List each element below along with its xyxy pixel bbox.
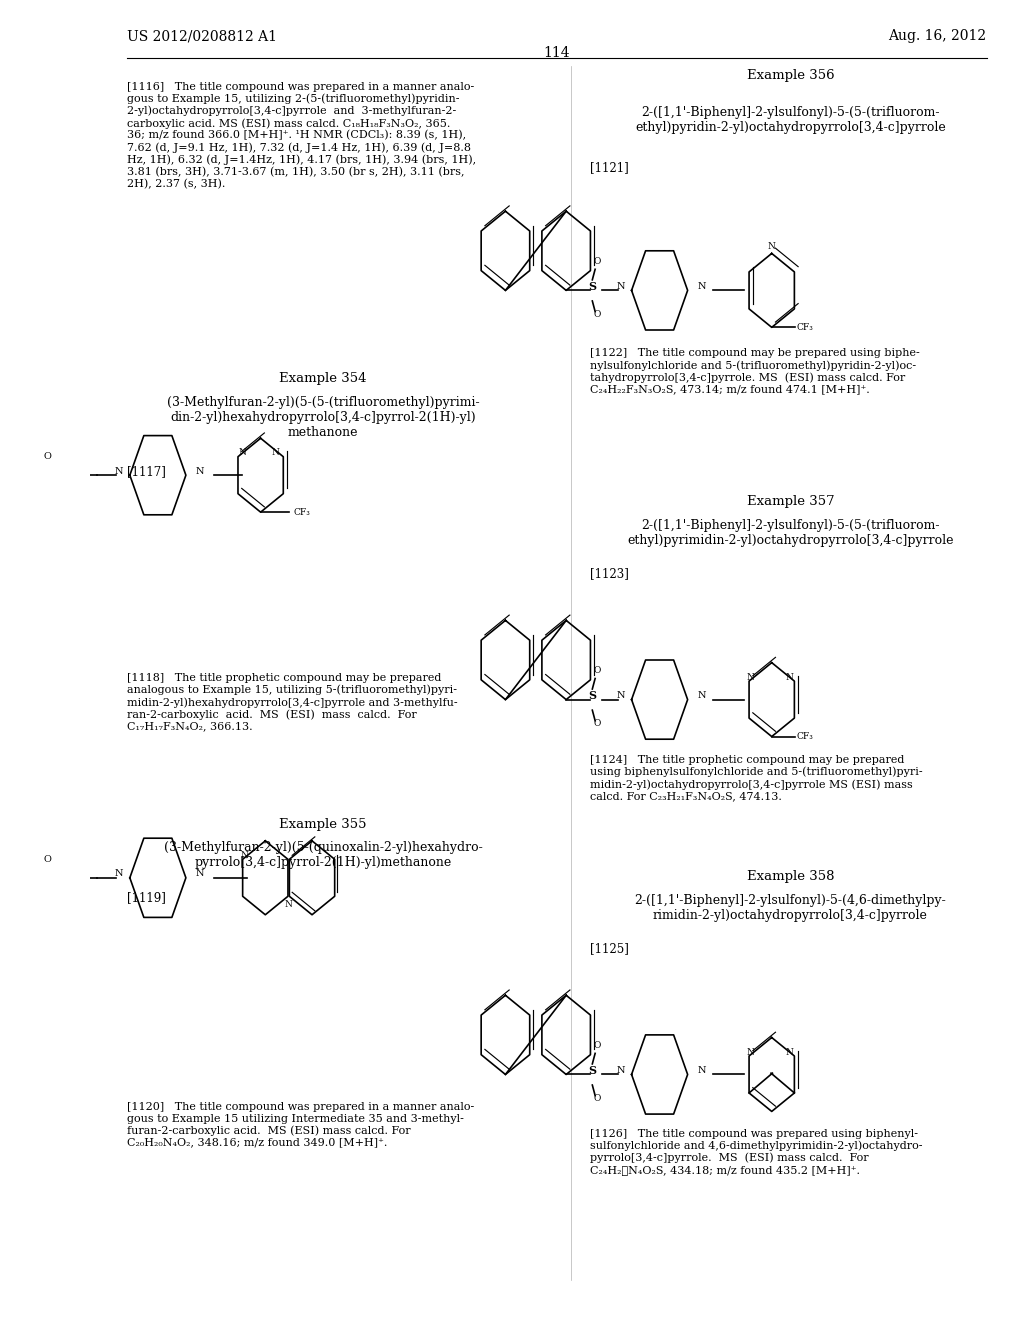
Text: N: N (239, 449, 247, 457)
Text: O: O (44, 453, 51, 461)
Text: (3-Methylfuran-2-yl)(5-(5-(trifluoromethyl)pyrimi-
din-2-yl)hexahydropyrrolo[3,4: (3-Methylfuran-2-yl)(5-(5-(trifluorometh… (167, 396, 479, 440)
Text: N: N (616, 282, 625, 290)
Text: [1123]: [1123] (590, 568, 629, 581)
Text: N: N (785, 1048, 794, 1056)
Text: [1124]   The title prophetic compound may be prepared
using biphenylsulfonylchlo: [1124] The title prophetic compound may … (590, 755, 923, 801)
Text: N: N (272, 449, 280, 457)
Text: S: S (589, 1065, 596, 1076)
Text: O: O (593, 257, 601, 265)
Text: S: S (589, 690, 596, 701)
Text: N: N (616, 1067, 625, 1074)
Text: O: O (593, 667, 601, 675)
Text: 2-([1,1'-Biphenyl]-2-ylsulfonyl)-5-(5-(trifluorom-
ethyl)pyridin-2-yl)octahydrop: 2-([1,1'-Biphenyl]-2-ylsulfonyl)-5-(5-(t… (635, 106, 946, 133)
Text: 2-([1,1'-Biphenyl]-2-ylsulfonyl)-5-(4,6-dimethylpy-
rimidin-2-yl)octahydropyrrol: 2-([1,1'-Biphenyl]-2-ylsulfonyl)-5-(4,6-… (635, 894, 946, 921)
Text: S: S (589, 281, 596, 292)
Text: [1118]   The title prophetic compound may be prepared
analogous to Example 15, u: [1118] The title prophetic compound may … (127, 673, 458, 731)
Text: N: N (196, 467, 204, 475)
Text: N: N (241, 851, 249, 859)
Text: [1126]   The title compound was prepared using biphenyl-
sulfonylchloride and 4,: [1126] The title compound was prepared u… (590, 1129, 922, 1175)
Text: [1125]: [1125] (590, 942, 629, 956)
Text: CF₃: CF₃ (797, 323, 814, 331)
Text: N: N (284, 900, 292, 908)
Text: [1122]   The title compound may be prepared using biphe-
nylsulfonylchloride and: [1122] The title compound may be prepare… (590, 348, 920, 395)
Text: [1121]: [1121] (590, 161, 629, 174)
Text: CF₃: CF₃ (797, 733, 814, 741)
Text: N: N (115, 467, 123, 475)
Text: O: O (44, 855, 51, 863)
Text: N: N (616, 692, 625, 700)
Text: O: O (593, 1041, 601, 1049)
Text: [1119]: [1119] (127, 891, 166, 904)
Text: N: N (746, 1048, 755, 1056)
Text: 2-([1,1'-Biphenyl]-2-ylsulfonyl)-5-(5-(trifluorom-
ethyl)pyrimidin-2-yl)octahydr: 2-([1,1'-Biphenyl]-2-ylsulfonyl)-5-(5-(t… (627, 519, 953, 546)
Text: Aug. 16, 2012: Aug. 16, 2012 (889, 29, 987, 44)
Text: Example 354: Example 354 (280, 372, 367, 385)
Text: N: N (768, 243, 775, 251)
Text: Example 358: Example 358 (746, 870, 835, 883)
Text: US 2012/0208812 A1: US 2012/0208812 A1 (127, 29, 278, 44)
Text: N: N (115, 870, 123, 878)
Text: [1120]   The title compound was prepared in a manner analo-
gous to Example 15 u: [1120] The title compound was prepared i… (127, 1102, 474, 1147)
Text: (3-Methylfuran-2-yl)(5-(quinoxalin-2-yl)hexahydro-
pyrrolo[3,4-c]pyrrol-2(1H)-yl: (3-Methylfuran-2-yl)(5-(quinoxalin-2-yl)… (164, 841, 482, 869)
Text: N: N (746, 673, 755, 681)
Text: CF₃: CF₃ (293, 508, 310, 516)
Text: O: O (593, 1094, 601, 1102)
Text: O: O (593, 310, 601, 318)
Text: N: N (785, 673, 794, 681)
Text: Example 356: Example 356 (746, 69, 835, 82)
Text: [1116]   The title compound was prepared in a manner analo-
gous to Example 15, : [1116] The title compound was prepared i… (127, 82, 476, 189)
Text: Example 357: Example 357 (746, 495, 835, 508)
Text: N: N (697, 692, 706, 700)
Text: N: N (697, 1067, 706, 1074)
Text: O: O (593, 719, 601, 727)
Text: Example 355: Example 355 (280, 818, 367, 832)
Text: N: N (196, 870, 204, 878)
Text: 114: 114 (544, 46, 570, 61)
Text: [1117]: [1117] (127, 465, 166, 478)
Text: N: N (697, 282, 706, 290)
